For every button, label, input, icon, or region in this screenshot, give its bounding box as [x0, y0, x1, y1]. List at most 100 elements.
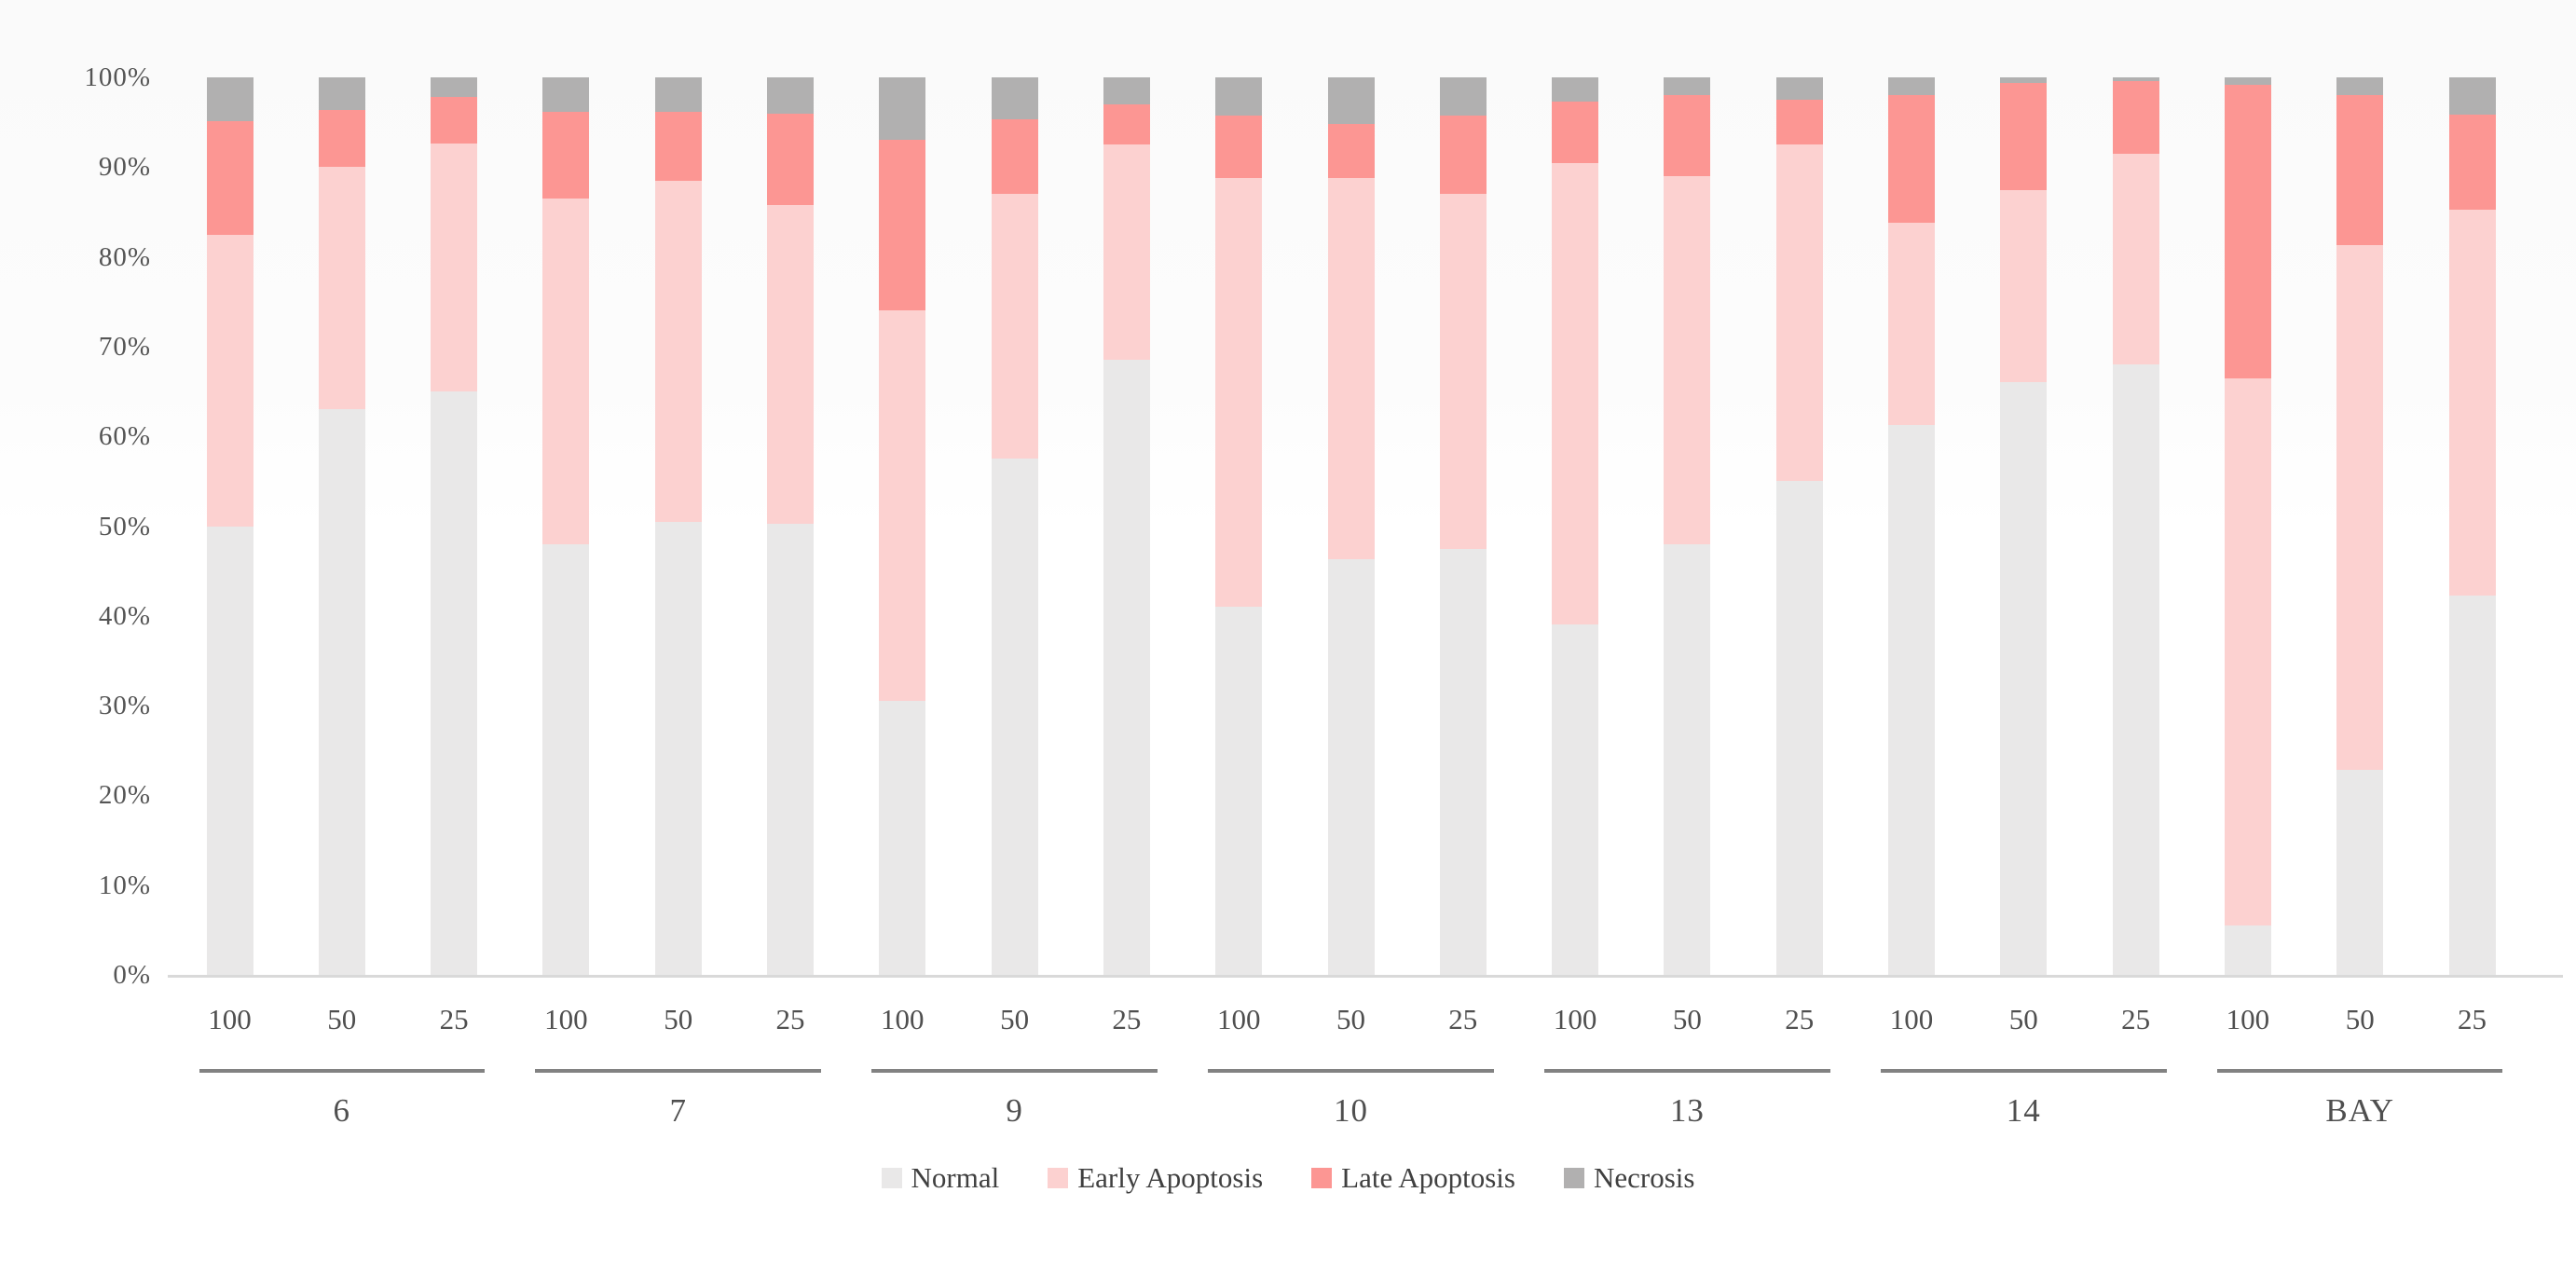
x-tick-label: 50 — [2345, 1003, 2375, 1035]
segment-necrosis — [542, 77, 590, 112]
segment-normal — [2224, 925, 2271, 975]
segment-normal — [1775, 481, 1823, 975]
x-tick-label: 25 — [1785, 1003, 1815, 1035]
segment-late-apoptosis — [431, 97, 478, 144]
segment-early-apoptosis — [1775, 144, 1823, 482]
x-tick-label: 50 — [327, 1003, 357, 1035]
y-axis-label: 90% — [98, 152, 151, 183]
bar-14-100 — [1888, 77, 1935, 975]
segment-early-apoptosis — [2336, 245, 2384, 771]
group-label: BAY — [2325, 1092, 2395, 1129]
segment-normal — [1552, 624, 1599, 975]
segment-early-apoptosis — [879, 310, 926, 702]
bar-6-25 — [431, 77, 478, 975]
segment-early-apoptosis — [318, 167, 365, 410]
segment-late-apoptosis — [318, 109, 365, 168]
group-separator-line — [199, 1069, 486, 1073]
x-tick-label: 25 — [2458, 1003, 2487, 1035]
segment-early-apoptosis — [206, 234, 253, 527]
legend-label: Normal — [911, 1161, 1000, 1194]
bar-10-50 — [1327, 77, 1375, 975]
segment-necrosis — [318, 77, 365, 110]
group-label: 13 — [1669, 1092, 1705, 1129]
bar-13-100 — [1552, 77, 1599, 975]
segment-normal — [1888, 424, 1935, 975]
segment-late-apoptosis — [879, 140, 926, 311]
x-tick-label: 100 — [208, 1003, 252, 1035]
y-axis-label: 30% — [98, 691, 151, 721]
legend-swatch-normal — [881, 1168, 902, 1188]
segment-normal — [431, 391, 478, 975]
bar-BAY-100 — [2224, 77, 2271, 975]
bar-BAY-25 — [2448, 77, 2496, 975]
segment-late-apoptosis — [1552, 102, 1599, 163]
group-label: 10 — [1333, 1092, 1368, 1129]
x-tick-label: 100 — [1216, 1003, 1261, 1035]
legend-item-normal: Normal — [881, 1161, 1000, 1195]
segment-late-apoptosis — [2336, 95, 2384, 246]
segment-late-apoptosis — [2448, 115, 2496, 210]
segment-early-apoptosis — [1327, 177, 1375, 560]
x-tick-label: 100 — [2226, 1003, 2270, 1035]
bar-6-50 — [318, 77, 365, 975]
segment-late-apoptosis — [1439, 116, 1487, 195]
bar-14-50 — [2000, 77, 2048, 975]
segment-early-apoptosis — [2224, 377, 2271, 926]
x-tick-label: 25 — [775, 1003, 805, 1035]
y-axis-label: 20% — [98, 780, 151, 811]
x-tick-label: 25 — [1112, 1003, 1142, 1035]
y-axis-label: 80% — [98, 241, 151, 272]
group-separator-line — [1208, 1069, 1494, 1073]
group-separator-line — [871, 1069, 1158, 1073]
bar-14-25 — [2112, 77, 2159, 975]
legend-label: Early Apoptosis — [1077, 1161, 1264, 1194]
segment-necrosis — [1664, 77, 1711, 96]
bar-10-100 — [1215, 77, 1263, 975]
segment-early-apoptosis — [2112, 153, 2159, 365]
segment-early-apoptosis — [431, 144, 478, 392]
segment-late-apoptosis — [1664, 95, 1711, 176]
x-axis-baseline — [168, 975, 2563, 978]
segment-late-apoptosis — [2112, 80, 2159, 154]
x-tick-label: 100 — [1553, 1003, 1597, 1035]
segment-early-apoptosis — [767, 204, 814, 524]
group-label: 14 — [2006, 1092, 2041, 1129]
legend-swatch-early-apoptosis — [1048, 1168, 1069, 1188]
group-label: 9 — [1006, 1092, 1023, 1129]
segment-normal — [767, 523, 814, 975]
segment-early-apoptosis — [1215, 177, 1263, 608]
segment-necrosis — [1103, 77, 1150, 104]
segment-late-apoptosis — [2224, 84, 2271, 378]
segment-normal — [879, 701, 926, 975]
group-separator-line — [2216, 1069, 2503, 1073]
legend-swatch-late-apoptosis — [1311, 1168, 1333, 1188]
bar-9-100 — [879, 77, 926, 975]
segment-late-apoptosis — [1327, 124, 1375, 178]
segment-late-apoptosis — [1775, 100, 1823, 145]
bar-7-25 — [767, 77, 814, 975]
segment-early-apoptosis — [654, 180, 702, 522]
segment-normal — [206, 526, 253, 975]
segment-late-apoptosis — [1888, 95, 1935, 224]
segment-early-apoptosis — [1439, 194, 1487, 549]
y-axis-label: 0% — [113, 960, 151, 990]
segment-normal — [1439, 548, 1487, 975]
segment-normal — [542, 543, 590, 975]
legend-swatch-necrosis — [1564, 1168, 1584, 1188]
segment-normal — [2336, 770, 2384, 975]
segment-necrosis — [2336, 77, 2384, 96]
segment-necrosis — [879, 77, 926, 141]
segment-normal — [991, 459, 1038, 975]
segment-late-apoptosis — [2000, 82, 2048, 191]
segment-necrosis — [2448, 77, 2496, 116]
x-tick-label: 50 — [664, 1003, 693, 1035]
group-label: 7 — [669, 1092, 687, 1129]
legend-label: Late Apoptosis — [1341, 1161, 1515, 1194]
y-axis-label: 100% — [84, 62, 151, 92]
bar-BAY-50 — [2336, 77, 2384, 975]
segment-necrosis — [431, 77, 478, 98]
segment-early-apoptosis — [991, 194, 1038, 459]
bar-7-100 — [542, 77, 590, 975]
segment-normal — [318, 409, 365, 975]
y-axis-label: 50% — [98, 511, 151, 541]
